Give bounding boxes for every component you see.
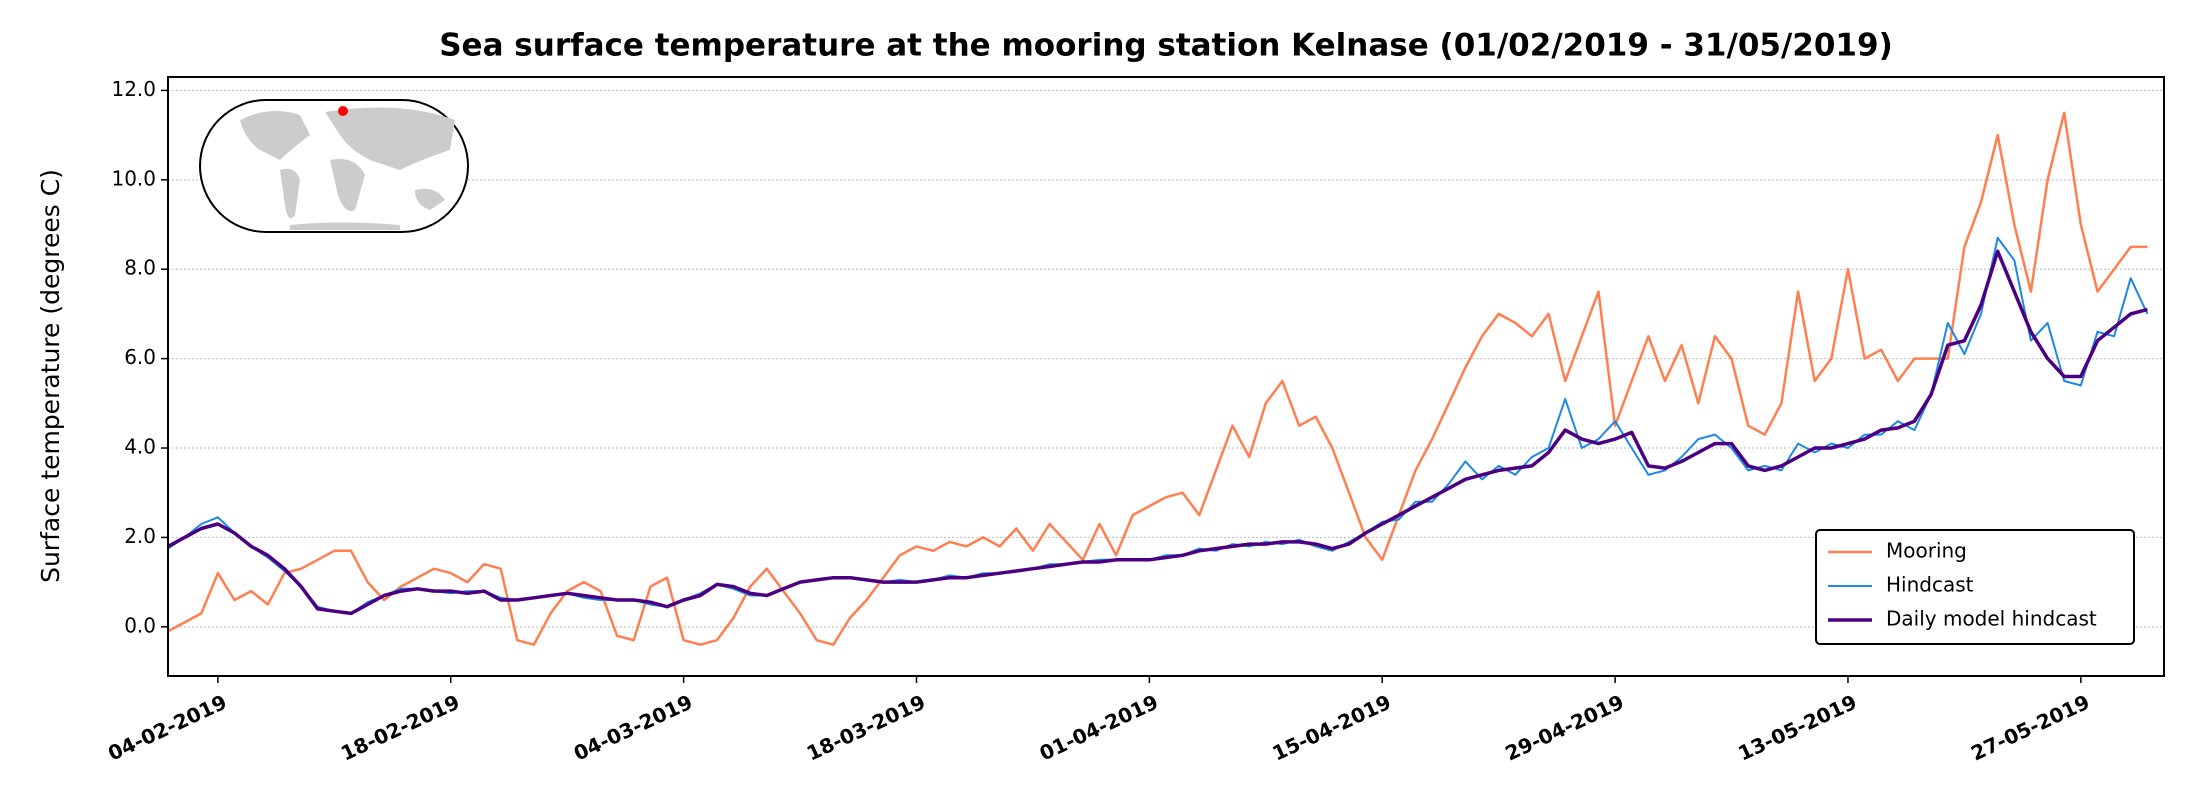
legend-label: Daily model hindcast bbox=[1886, 607, 2097, 631]
map-land bbox=[330, 159, 365, 211]
map-land bbox=[325, 107, 455, 170]
legend: Mooring Hindcast Daily model hindcast bbox=[1815, 529, 2135, 645]
series-line bbox=[167, 111, 2148, 646]
legend-box bbox=[1815, 529, 2135, 645]
x-tick-label: 04-02-2019 bbox=[104, 690, 230, 766]
map-land bbox=[240, 111, 310, 160]
plot-frame bbox=[167, 76, 2165, 677]
y-tick-label: 6.0 bbox=[124, 345, 156, 369]
x-tick-label: 15-04-2019 bbox=[1269, 690, 1395, 766]
y-tick-label: 12.0 bbox=[111, 77, 156, 101]
y-tick-label: 0.0 bbox=[124, 613, 156, 637]
x-tick-label: 04-03-2019 bbox=[570, 690, 696, 766]
y-tick-label: 10.0 bbox=[111, 166, 156, 190]
chart-title: Sea surface temperature at the mooring s… bbox=[439, 28, 1893, 64]
x-tick-label: 13-05-2019 bbox=[1734, 690, 1860, 766]
station-marker bbox=[338, 106, 348, 116]
map-land bbox=[290, 222, 400, 230]
x-tick-label: 29-04-2019 bbox=[1501, 690, 1627, 766]
y-tick-label: 4.0 bbox=[124, 435, 156, 459]
map-land bbox=[415, 188, 445, 210]
map-inset bbox=[199, 99, 469, 233]
grid bbox=[168, 89, 2164, 628]
x-tick-label: 18-02-2019 bbox=[337, 690, 463, 766]
series-line bbox=[167, 249, 2148, 616]
x-tick-label: 01-04-2019 bbox=[1036, 690, 1162, 766]
map-land bbox=[280, 168, 300, 219]
plot-lines bbox=[167, 111, 2149, 646]
legend-label: Mooring bbox=[1886, 539, 1967, 563]
x-tick-label: 18-03-2019 bbox=[803, 690, 929, 766]
x-tick-label: 27-05-2019 bbox=[1967, 690, 2093, 766]
y-axis-label: Surface temperature (degrees C) bbox=[36, 169, 65, 583]
y-tick-label: 2.0 bbox=[124, 524, 156, 548]
y-tick-label: 8.0 bbox=[124, 256, 156, 280]
legend-label: Hindcast bbox=[1886, 573, 1974, 597]
